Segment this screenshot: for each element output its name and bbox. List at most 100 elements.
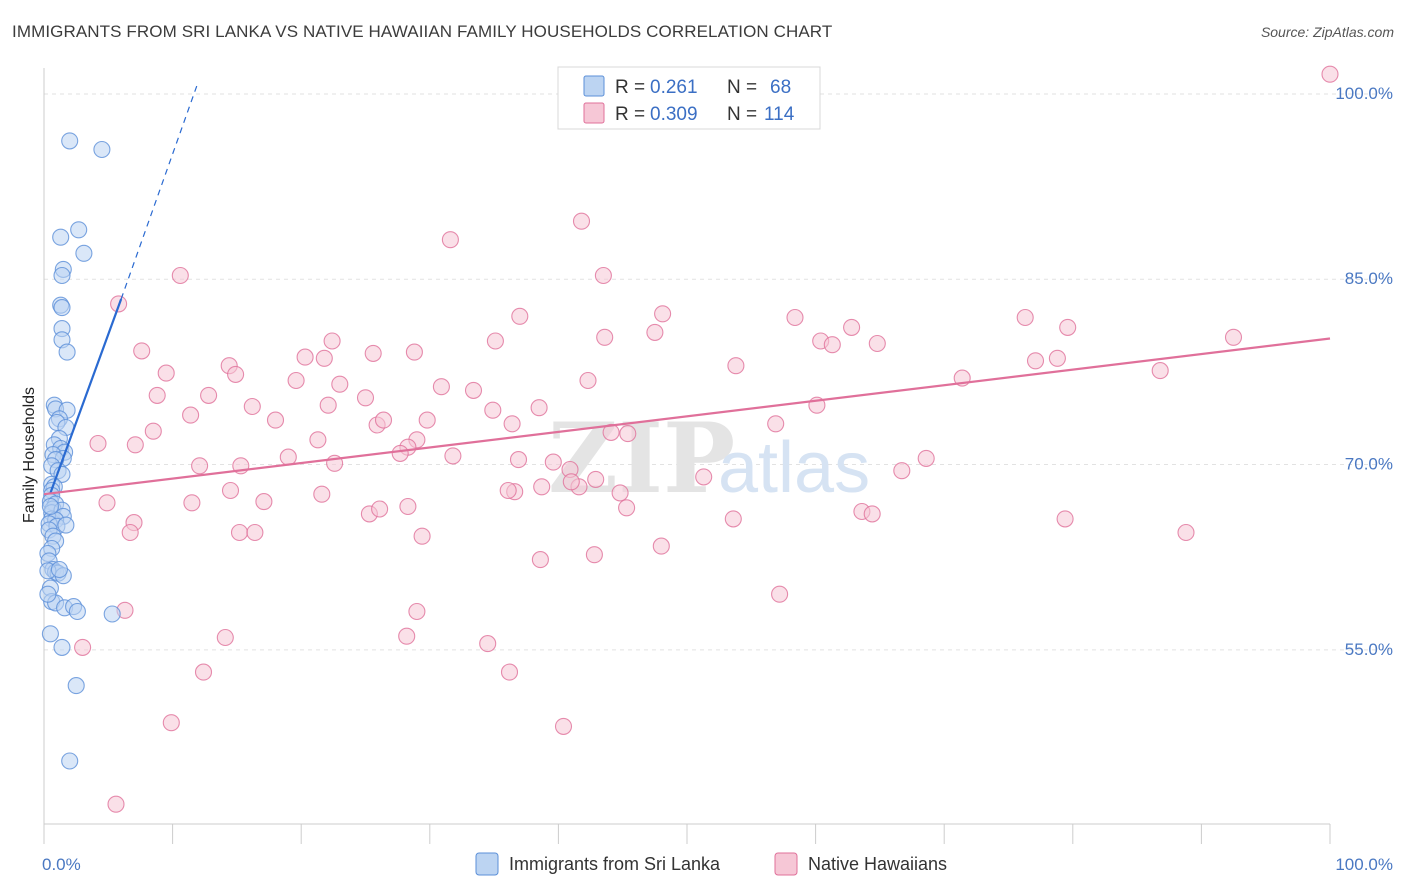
pink-point-68 [544, 453, 562, 471]
legend-r-label-pink: R = [615, 104, 645, 125]
x-tick-labels: 0.0% 100.0% [42, 855, 1393, 874]
pink-point-101 [216, 628, 234, 647]
chart-title: IMMIGRANTS FROM SRI LANKA VS NATIVE HAWA… [12, 22, 833, 41]
pink-point-56 [619, 425, 637, 443]
y-axis-title: Family Households [21, 387, 38, 523]
pink-point-79 [611, 484, 629, 502]
legend-swatch-blue [583, 75, 605, 97]
blue-series-points [39, 132, 121, 770]
pink-point-59 [309, 431, 327, 449]
pink-point-26 [287, 371, 305, 390]
pink-point-84 [183, 494, 201, 512]
pink-point-45 [144, 422, 162, 440]
pink-point-86 [399, 497, 417, 516]
pink-point-4 [171, 266, 189, 285]
pink-point-32 [1026, 352, 1045, 370]
blue-point-67 [50, 560, 68, 579]
pink-point-99 [1177, 523, 1195, 542]
blue-point-66 [41, 497, 59, 516]
pink-point-8 [786, 308, 804, 327]
pink-point-93 [1056, 510, 1074, 528]
pink-point-92 [863, 505, 881, 523]
pink-point-17 [323, 332, 341, 350]
pink-point-7 [511, 307, 529, 325]
legend-n-label-pink: N = [727, 104, 757, 125]
pink-point-72 [221, 481, 240, 500]
pink-point-52 [767, 415, 785, 433]
pink-point-41 [319, 396, 337, 414]
legend-n-value-blue: 68 [770, 77, 791, 98]
pink-point-73 [255, 493, 273, 511]
pink-point-95 [230, 523, 249, 542]
pink-point-25 [227, 365, 245, 383]
pink-point-58 [126, 436, 144, 454]
pink-point-74 [313, 485, 331, 503]
pink-point-113 [107, 795, 125, 813]
pink-point-54 [484, 401, 502, 419]
watermark-atlas: atlas [718, 428, 870, 508]
legend-swatch-pink [583, 102, 605, 124]
pink-point-2 [441, 231, 459, 249]
pink-point-77 [562, 473, 580, 491]
pink-point-85 [371, 500, 389, 518]
blue-point-3 [52, 228, 70, 246]
blue-point-4 [75, 244, 93, 262]
pink-point-9 [1016, 308, 1034, 327]
watermark: ZIP atlas [548, 402, 870, 515]
blue-point-2 [70, 221, 88, 239]
pink-point-70 [917, 449, 935, 467]
pink-point-36 [868, 334, 886, 353]
chart-source: Source: ZipAtlas.com [1260, 24, 1394, 40]
pink-point-61 [391, 444, 409, 462]
y-tick-labels: 100.0% 85.0% 70.0% 55.0% [1335, 84, 1393, 659]
pink-point-112 [771, 585, 789, 603]
pink-point-87 [499, 481, 517, 500]
pink-point-75 [533, 478, 551, 496]
blue-trend-line [49, 298, 123, 494]
legend-r-label-blue: R = [615, 77, 645, 98]
blue-point-0 [61, 132, 79, 150]
pink-point-19 [315, 349, 333, 367]
pink-point-105 [74, 638, 92, 656]
pink-point-23 [364, 344, 382, 362]
pink-point-110 [531, 551, 549, 569]
pink-point-6 [654, 305, 672, 323]
pink-point-16 [486, 332, 504, 350]
pink-series-points [74, 65, 1339, 813]
y-tick-label-2: 70.0% [1345, 455, 1393, 474]
pink-point-106 [554, 717, 573, 735]
pink-point-10 [1059, 318, 1077, 336]
correlation-legend: R = 0.261 N = 68 R = 0.309 N = 114 [557, 66, 821, 130]
blue-point-60 [41, 625, 59, 643]
legend-n-value-pink: 114 [764, 104, 795, 125]
pink-point-97 [413, 527, 431, 545]
x-tick-label-0: 0.0% [42, 855, 81, 874]
y-tick-label-1: 85.0% [1345, 269, 1393, 288]
pink-point-109 [194, 663, 213, 681]
blue-point-61 [53, 638, 71, 656]
pink-point-20 [133, 342, 151, 360]
pink-point-3 [594, 266, 612, 285]
pink-point-13 [823, 336, 841, 354]
pink-point-98 [652, 537, 670, 555]
blue-point-6 [53, 266, 71, 285]
bottom-legend-swatch-pink [774, 852, 798, 876]
pink-point-34 [1224, 328, 1243, 346]
pink-point-50 [530, 399, 548, 417]
legend-n-label-blue: N = [727, 77, 757, 98]
blue-point-62 [67, 677, 85, 695]
pink-point-51 [602, 423, 620, 441]
pink-point-89 [618, 499, 636, 517]
pink-point-1 [572, 212, 591, 230]
pink-point-29 [579, 371, 597, 390]
watermark-zip: ZIP [548, 402, 735, 515]
blue-point-42 [57, 516, 75, 534]
pink-point-66 [509, 451, 528, 469]
pink-point-37 [148, 386, 166, 404]
blue-point-63 [61, 752, 79, 770]
pink-point-35 [1151, 362, 1169, 380]
axes [43, 68, 1331, 844]
pink-point-107 [500, 663, 519, 681]
pink-point-47 [374, 411, 393, 429]
